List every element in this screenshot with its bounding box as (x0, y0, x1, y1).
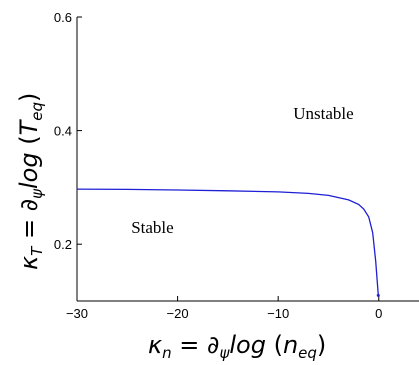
x-tick-label: −20 (167, 306, 189, 321)
annotations: Unstable Stable (131, 104, 353, 237)
x-tick-label: −10 (267, 306, 289, 321)
x-axis-label: κn = ∂ψlog (neq) (148, 331, 326, 362)
x-tick-label: −30 (66, 306, 88, 321)
svg-text:κT = ∂ψlog (Teq): κT = ∂ψlog (Teq) (15, 93, 46, 270)
x-tick-label: 0 (375, 306, 382, 321)
series-line (76, 188, 379, 296)
series-group (76, 188, 380, 297)
y-tick-label: 0.4 (54, 124, 72, 139)
series-end-point (376, 293, 380, 297)
region-label-unstable: Unstable (293, 104, 353, 123)
y-tick-label: 0.6 (54, 10, 72, 25)
axis-ticks: −30 −20 −10 0 0.2 0.4 0.6 (54, 10, 382, 321)
y-axis-label: κT = ∂ψlog (Teq) (15, 93, 46, 270)
region-label-stable: Stable (131, 218, 174, 237)
plot-area (76, 17, 419, 302)
y-tick-label: 0.2 (54, 237, 72, 252)
